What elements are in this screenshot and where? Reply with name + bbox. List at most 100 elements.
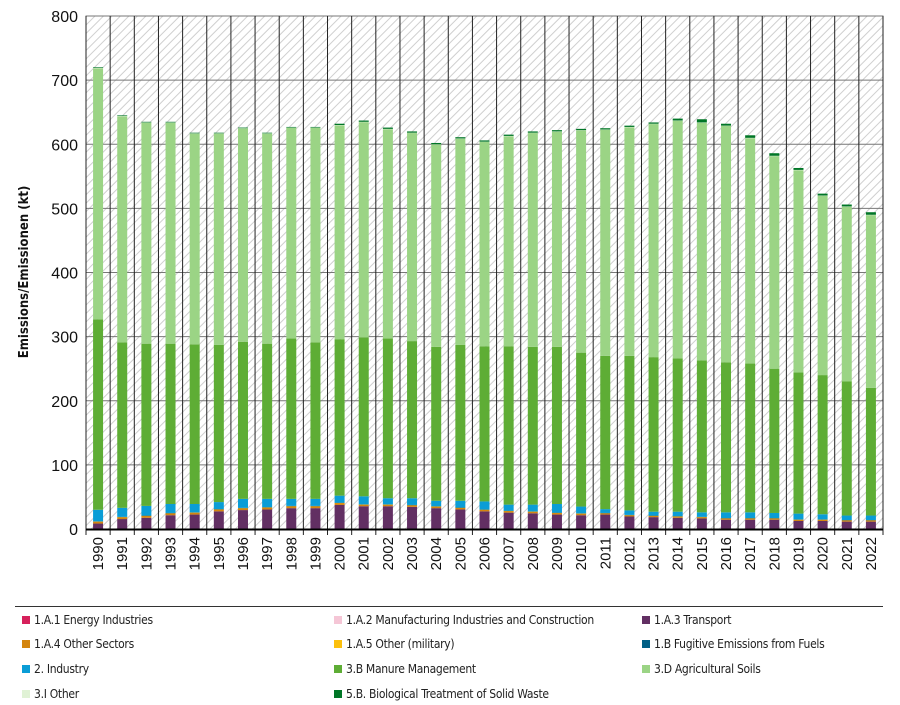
bar-segment [286, 508, 297, 529]
bar-segment [455, 137, 466, 139]
bar-segment [237, 128, 248, 342]
x-tick-label: 2022 [863, 537, 880, 570]
bar-segment [479, 140, 490, 142]
bar-segment [841, 515, 852, 521]
bar-segment [648, 122, 659, 124]
bar-segment [745, 519, 756, 529]
bar-segment [479, 142, 490, 347]
bar-segment [600, 128, 611, 130]
bar-segment [479, 511, 490, 529]
bar-segment [431, 508, 442, 529]
bar-segment [141, 343, 152, 506]
bar-segment [382, 129, 393, 339]
legend-label: 1.A.3 Transport [654, 613, 732, 627]
legend-item: 5.B. Biological Treatment of Solid Waste [334, 687, 549, 701]
legend-item: 1.A.1 Energy Industries [22, 613, 153, 627]
bar-segment [672, 120, 683, 359]
bar-segment [93, 509, 104, 522]
x-tick-label: 1995 [211, 537, 228, 570]
bar-segment [310, 127, 321, 343]
bar-segment [527, 346, 538, 505]
bar-segment [93, 67, 104, 68]
legend-swatch [334, 616, 342, 624]
y-tick-label: 100 [51, 458, 78, 475]
bar-segment [624, 516, 635, 529]
bar-segment [310, 126, 321, 128]
bar-segment [865, 387, 876, 516]
bar-segment [503, 504, 514, 511]
bar-segment [165, 503, 176, 513]
bar-segment [817, 514, 828, 520]
bar-segment [455, 509, 466, 529]
legend-swatch [642, 616, 650, 624]
x-tick-label: 2001 [356, 537, 373, 570]
bar-segment [721, 123, 732, 126]
bar-segment [334, 503, 345, 505]
bar-segment [262, 132, 273, 134]
bar-segment [407, 341, 418, 499]
legend-label: 1.A.5 Other (military) [346, 637, 455, 651]
bar-segment [286, 127, 297, 339]
x-tick-label: 1994 [187, 537, 204, 570]
bar-segment [479, 509, 490, 512]
bar-segment [527, 133, 538, 347]
bar-segment [141, 122, 152, 344]
bar-segment [648, 515, 659, 518]
bar-segment [286, 506, 297, 509]
bar-segment [696, 517, 707, 519]
bar-segment [382, 498, 393, 505]
bar-segment [189, 512, 200, 515]
stacked-bar-chart: 0 100 200 300 400 500 600 700 800 1990 1991 1992 19… [17, 9, 884, 570]
bar-segment [696, 122, 707, 361]
bar-segment [841, 206, 852, 382]
bar-segment [262, 133, 273, 344]
legend-label: 3.D Agricultural Soils [654, 662, 761, 676]
bar-segment [117, 517, 128, 520]
x-tick-label: 2004 [428, 537, 445, 570]
bar-segment [141, 515, 152, 518]
bar-segment [334, 495, 345, 503]
legend-item: 1.A.2 Manufacturing Industries and Const… [334, 613, 594, 627]
legend-swatch [642, 640, 650, 648]
bar-segment [431, 506, 442, 509]
bar-segment [382, 506, 393, 529]
bar-segment [237, 341, 248, 499]
bar-segment [696, 360, 707, 513]
x-tick-label: 2020 [815, 537, 832, 570]
bar-segment [358, 122, 369, 338]
x-tick-label: 2011 [597, 537, 614, 569]
legend-item: 1.A.5 Other (military) [334, 637, 455, 651]
legend-label: 1.A.2 Manufacturing Industries and Const… [346, 613, 594, 627]
bar-segment [310, 342, 321, 499]
x-tick-label: 2006 [477, 537, 494, 570]
x-tick-label: 1999 [307, 537, 324, 570]
bar-segment [841, 520, 852, 522]
x-tick-label: 1997 [259, 537, 276, 570]
bar-segment [455, 507, 466, 510]
legend-divider [15, 606, 883, 607]
bar-segment [189, 133, 200, 345]
bar-segment [237, 510, 248, 529]
bar-segment [745, 512, 756, 519]
bar-segment [551, 346, 562, 504]
legend-label: 1.A.1 Energy Industries [34, 613, 153, 627]
x-tick-label: 2019 [790, 537, 807, 570]
x-tick-label: 2009 [549, 537, 566, 570]
bar-segment [600, 509, 611, 513]
bar-segment [769, 156, 780, 369]
legend-label: 1.A.4 Other Sectors [34, 637, 134, 651]
bar-segment [455, 500, 466, 508]
bar-segment [237, 508, 248, 511]
bar-segment [262, 343, 273, 499]
bar-segment [382, 338, 393, 499]
bar-segment [769, 518, 780, 520]
bar-segment [382, 127, 393, 129]
x-tick-label: 2005 [452, 537, 469, 570]
bar-segment [865, 521, 876, 529]
bar-segment [165, 343, 176, 504]
bar-segment [600, 355, 611, 510]
y-tick-label: 0 [69, 522, 78, 539]
bar-segment [865, 215, 876, 388]
bar-segment [213, 509, 224, 512]
bar-segment [165, 515, 176, 529]
